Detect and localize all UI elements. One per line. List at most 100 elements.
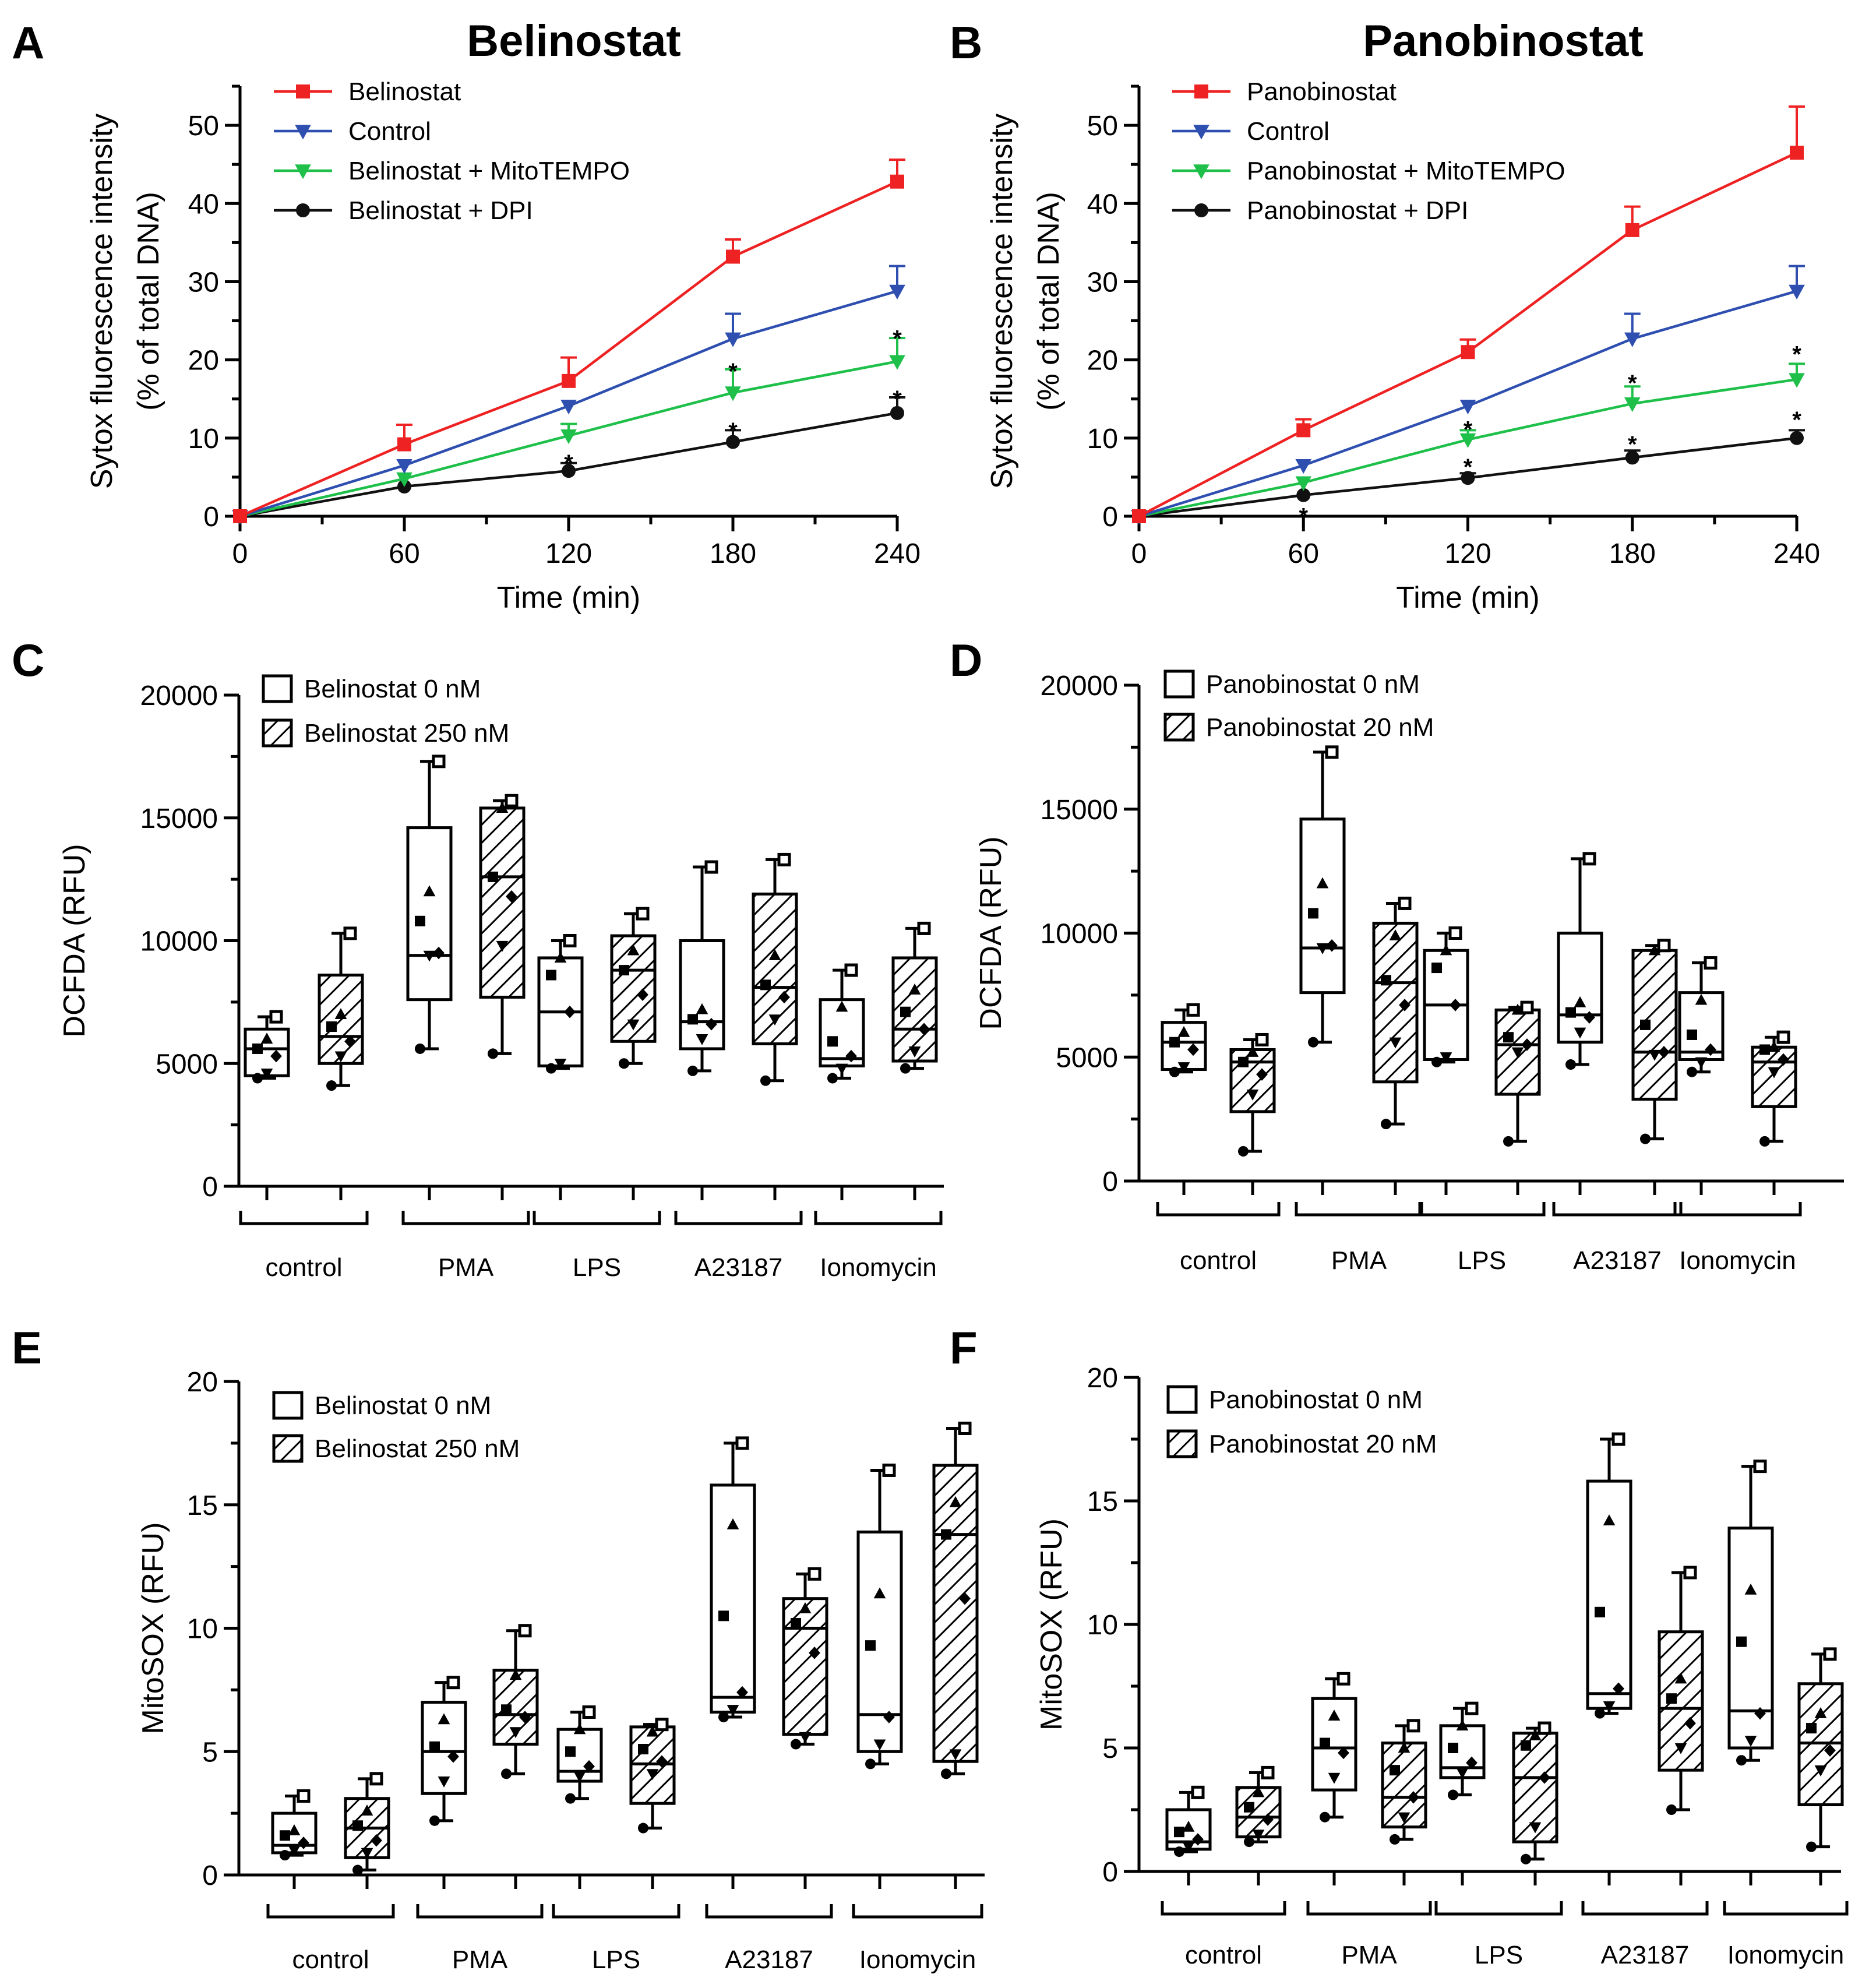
y-tick-label: 0 [203,502,219,533]
data-point [1789,373,1805,388]
data-point [415,1043,425,1054]
significance-star: * [1792,407,1801,433]
data-point [509,1727,522,1739]
chart-title: Panobinostat [1363,16,1643,66]
data-point [1456,1719,1469,1730]
data-point [573,1771,586,1783]
x-axis-label: Time (min) [497,581,641,615]
box-a23187-treated [752,852,798,1200]
panel-letter-c: C [12,635,44,686]
data-point [1325,745,1339,759]
data-point [760,1075,771,1086]
data-point [1776,1030,1790,1044]
data-point [1640,1019,1651,1030]
data-point [1666,1693,1677,1704]
data-point [873,1739,886,1751]
data-point [627,1019,640,1031]
data-point [1256,1068,1268,1081]
data-point [1238,1145,1249,1157]
data-point [1296,423,1311,438]
data-point [889,284,905,299]
group-bracket [852,1904,983,1919]
data-point [1674,1672,1687,1684]
y-tick-label: 0 [1102,1857,1118,1888]
data-point [727,1705,739,1716]
data-point [1744,1583,1757,1595]
data-point [371,1834,382,1847]
data-point [1169,1037,1180,1048]
group-bracket [1156,1202,1281,1217]
y-tick-label: 0 [202,1172,218,1203]
group-bracket [814,1211,943,1225]
mitosox-belinostat-chart: 0 5 10 15 20 MitoSOX (RFU) control PMA LPS A23187… [136,1367,985,1974]
box-ionomycin-untreated [819,963,865,1200]
data-point [1759,1044,1770,1055]
box-ionomycin-untreated [856,1463,903,1889]
data-point [582,1705,596,1719]
data-point [1448,926,1462,940]
data-point [438,1713,450,1725]
data-point [1174,1846,1184,1857]
data-point [1565,1007,1576,1018]
data-point [1736,1636,1747,1647]
data-point [496,802,509,813]
legend-label: Panobinostat [1247,77,1397,106]
box-lps-treated [610,907,657,1200]
data-point [718,1711,729,1722]
box-control-untreated [271,1789,318,1889]
legend-label: Panobinostat 0 nM [1206,670,1420,699]
panel-letter-f: F [950,1322,978,1373]
data-point [298,1837,309,1849]
significance-star: * [1464,454,1473,480]
y-tick-label: 10 [187,1614,218,1645]
data-point [560,400,577,415]
y-tick-label: 15000 [1041,795,1118,826]
data-point [1611,1432,1625,1446]
data-point [1754,1707,1766,1720]
data-point [560,429,577,445]
significance-star: * [1299,503,1308,529]
x-tick-label: 60 [389,538,419,569]
data-point [1613,1682,1624,1696]
data-point [334,1051,347,1063]
data-point [1132,509,1146,523]
data-point [361,1848,373,1859]
data-point [269,1010,283,1024]
data-point [369,1772,383,1786]
x-tick-label: 120 [545,538,592,569]
data-point [1398,1742,1410,1753]
group-label: PMA [1341,1941,1397,1969]
data-point [687,1014,698,1025]
data-point [1169,1066,1180,1077]
data-point [1440,1052,1452,1064]
data-point [1328,1709,1341,1721]
y-axis-label: DCFDA (RFU) [58,844,91,1037]
data-point [1448,1743,1458,1753]
significance-star: * [1792,342,1801,368]
data-point [1431,963,1442,974]
data-point [889,355,905,370]
data-point [1246,1045,1259,1057]
data-point [1320,1737,1330,1749]
box-iqr [1299,817,1346,995]
data-point [344,1035,356,1048]
y-tick-label: 10 [1087,424,1118,454]
data-point [429,1741,440,1752]
y-tick-label: 10 [1087,1610,1118,1641]
data-point [1296,488,1311,502]
data-point [1529,1822,1542,1834]
data-point [326,1021,337,1032]
box-pma-untreated [421,1676,467,1889]
data-point [334,1008,347,1020]
data-point [546,970,556,981]
data-point [1295,476,1312,491]
data-point [890,406,904,420]
data-point [900,1063,911,1074]
data-point [565,1746,576,1757]
box-ionomycin-untreated [1678,956,1725,1195]
data-point [706,1018,717,1031]
data-point [1521,1740,1531,1751]
data-point [1461,345,1475,359]
series-control [1131,265,1805,525]
data-point [1191,1785,1205,1799]
